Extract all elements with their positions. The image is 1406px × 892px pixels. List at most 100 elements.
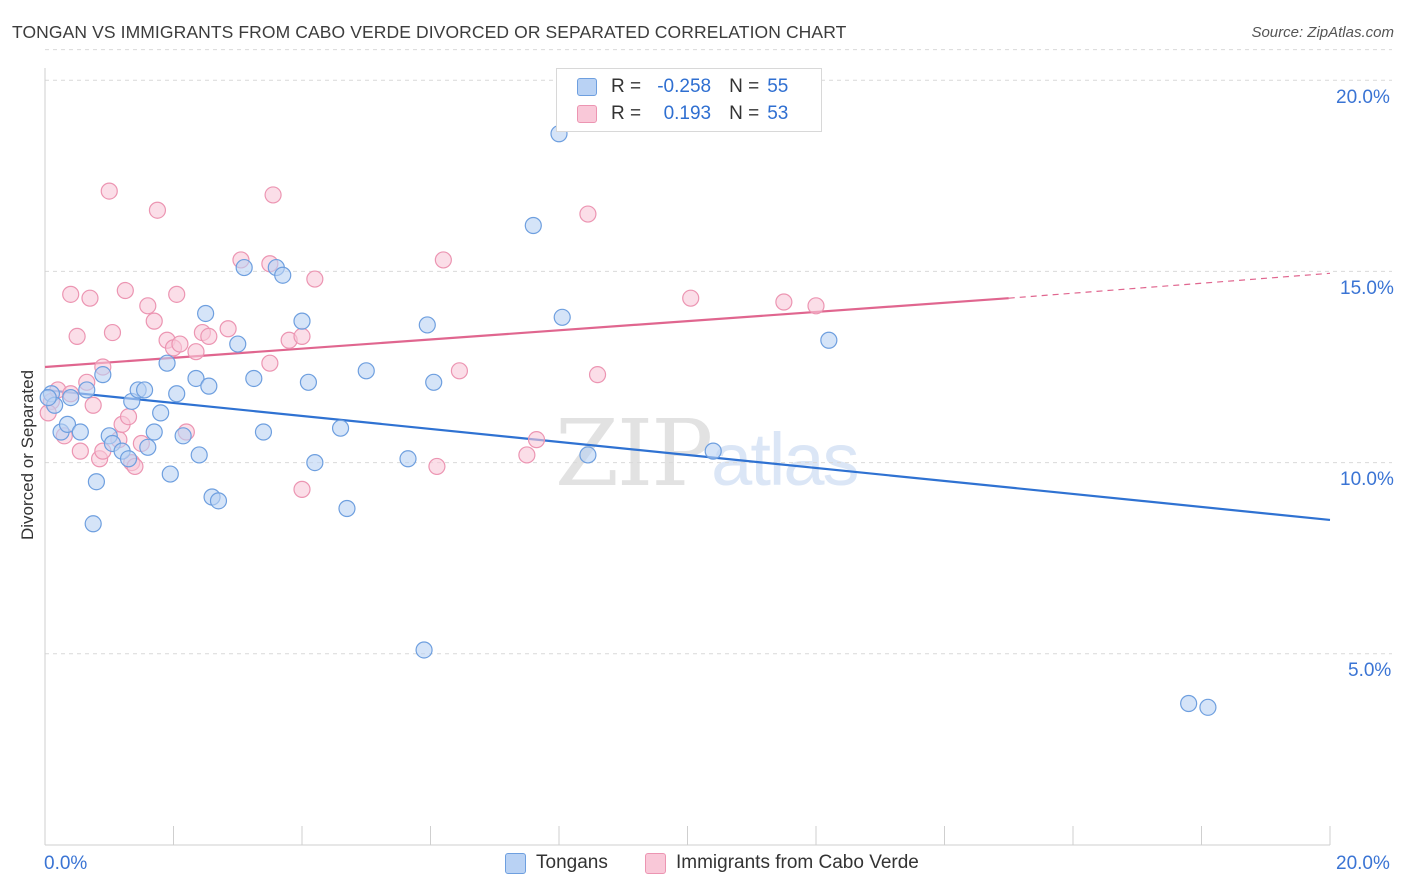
tongans-point [135, 381, 154, 399]
x-tick-min: 0.0% [44, 853, 88, 874]
tongans-point [190, 446, 208, 464]
cabo-verde-point [116, 281, 134, 300]
tongans-point [524, 216, 542, 235]
cabo-verde-point [527, 431, 546, 449]
legend-n-label: N = [729, 76, 760, 97]
tongans-point [39, 388, 57, 407]
legend-n-value: 53 [767, 103, 789, 124]
tongans-point [78, 381, 96, 399]
tongans-point [168, 385, 186, 403]
source-credit: Source: ZipAtlas.com [1251, 24, 1394, 41]
tongans-point [174, 427, 192, 445]
tongans-point [399, 450, 417, 468]
cabo-verde-point [293, 480, 311, 498]
tongans-point [209, 492, 228, 510]
tongans-point [1180, 694, 1198, 713]
tongans-point [161, 465, 179, 483]
legend-row-tongans: R = -0.258 N = 55 [577, 74, 788, 100]
axes [44, 68, 1331, 846]
tongans-point [306, 454, 324, 472]
legend-r-label: R = [611, 76, 642, 97]
cabo-verde-point [187, 343, 205, 361]
cabo-verde-point [103, 323, 122, 342]
cabo-verde-point [428, 457, 446, 476]
cabo-verde-point [81, 289, 99, 307]
legend-r-label: R = [611, 103, 642, 124]
tongans-point [293, 312, 311, 330]
tongans-point [357, 362, 375, 380]
tongans-point [200, 377, 218, 395]
tongans-point [235, 258, 253, 277]
y-tick-10: 10.0% [1340, 469, 1394, 490]
tongans-point [87, 473, 106, 491]
cabo-verde-point [306, 270, 324, 288]
tongans-swatch [505, 852, 526, 874]
tongans-point [820, 331, 838, 349]
tongans-swatch [577, 78, 597, 96]
cabo-verde-point [168, 285, 186, 303]
cabo-verde-point [775, 293, 793, 311]
cabo-verde-point [171, 335, 189, 353]
tongans-point [158, 354, 176, 372]
tongans-point [274, 266, 292, 284]
tongans-point [58, 415, 77, 433]
cabo-verde-point [71, 442, 89, 460]
cabo-verde-point [139, 297, 157, 315]
tongans-label: Tongans [536, 852, 608, 873]
data-points [39, 125, 1217, 716]
tongans-point [119, 450, 138, 468]
cabo-verde-point [682, 289, 700, 307]
tongans-point [187, 369, 205, 388]
cabo-verde-point [145, 312, 163, 330]
x-tick-max: 20.0% [1336, 853, 1390, 874]
tongans-point [245, 369, 263, 388]
tongans-point [579, 446, 597, 464]
tongans-point [84, 515, 102, 533]
legend-n-value: 55 [767, 76, 789, 97]
tongans-point [71, 423, 89, 441]
bottom-legend-tongans: Tongans [505, 852, 608, 874]
cabo-verde-point [62, 285, 80, 303]
y-tick-5: 5.0% [1348, 660, 1392, 681]
cabo-verde-point [293, 327, 311, 346]
cabo-verde-point [219, 320, 237, 338]
cabo-verde-point [588, 366, 607, 384]
trend-lines [44, 272, 1331, 522]
legend-n-label: N = [729, 103, 760, 124]
cabo-verde-point [68, 327, 86, 346]
stats-legend: R = -0.258 N = 55 R = 0.193 N = 53 [556, 68, 822, 132]
cabo-verde-swatch [645, 852, 666, 874]
cabo-verde-point [450, 362, 469, 380]
tongans-trend-line [44, 388, 1331, 522]
cabo-verde-label: Immigrants from Cabo Verde [676, 852, 919, 873]
cabo-verde-point [200, 327, 218, 346]
y-tick-20: 20.0% [1336, 87, 1390, 108]
tongans-point [197, 304, 215, 323]
cabo-verde-point [264, 186, 282, 204]
cabo-verde-trend-extension [1008, 272, 1331, 299]
tongans-point [415, 641, 433, 659]
cabo-verde-point [261, 354, 279, 372]
cabo-verde-point [807, 297, 825, 315]
tongans-point [704, 442, 722, 460]
tongans-point [254, 423, 273, 441]
cabo-verde-trend-line [44, 297, 1009, 369]
y-tick-15: 15.0% [1340, 278, 1394, 299]
chart-title: TONGAN VS IMMIGRANTS FROM CABO VERDE DIV… [12, 22, 847, 42]
tongans-point [152, 404, 170, 422]
cabo-verde-point [119, 408, 138, 426]
legend-r-value: 0.193 [663, 103, 712, 124]
cabo-verde-point [518, 446, 536, 464]
tongans-point [418, 316, 436, 334]
cabo-verde-point [84, 396, 102, 414]
tongans-point [1199, 698, 1217, 716]
cabo-verde-point [100, 182, 118, 200]
tongans-point [145, 423, 163, 441]
cabo-verde-swatch [577, 105, 597, 123]
cabo-verde-point [148, 201, 167, 219]
cabo-verde-point [434, 251, 452, 269]
bottom-legend-cabo-verde: Immigrants from Cabo Verde [645, 852, 919, 874]
tongans-point [331, 419, 350, 437]
tongans-point [425, 373, 443, 391]
